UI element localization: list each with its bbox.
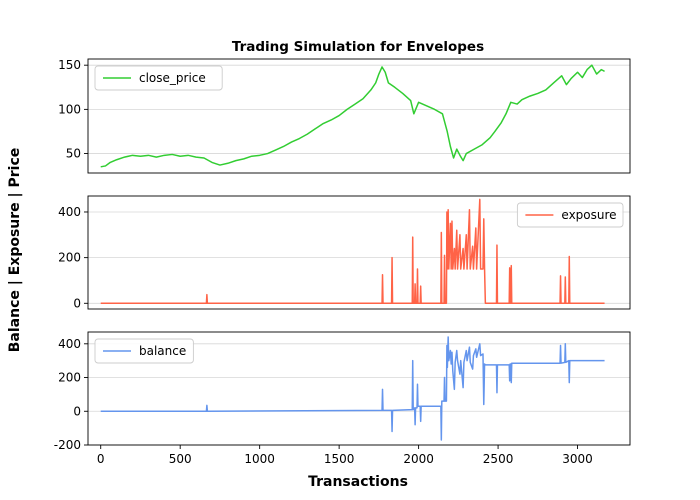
panels-group: 50 100 150 close_price 0 200 400 exposure -200 0 2… <box>54 58 631 466</box>
y-tick-label-balance-1: 0 <box>73 404 81 418</box>
x-tick-label-1: 500 <box>169 452 192 466</box>
x-tick-label-0: 0 <box>97 452 105 466</box>
axes-frame-exposure <box>87 195 631 310</box>
legend-box-close_price <box>94 65 223 91</box>
legend-exposure: exposure <box>516 202 624 228</box>
x-tick-label-4: 2000 <box>403 452 434 466</box>
legend-label-exposure: exposure <box>561 208 616 222</box>
y-tick-label-exposure-1: 200 <box>58 251 81 265</box>
panel-exposure: 0 200 400 exposure <box>58 195 631 310</box>
y-tick-label-price-1: 100 <box>58 102 81 116</box>
series-line-close_price <box>100 64 605 168</box>
series-line-exposure <box>100 198 605 305</box>
panel-price: 50 100 150 close_price <box>58 58 631 174</box>
series-line-balance <box>100 336 605 441</box>
legend-box-exposure <box>516 202 624 228</box>
y-tick-label-price-2: 150 <box>58 58 81 72</box>
y-tick-label-price-0: 50 <box>66 147 81 161</box>
chart-title: Trading Simulation for Envelopes <box>232 39 484 55</box>
legend-close_price: close_price <box>94 65 223 91</box>
legend-label-close_price: close_price <box>139 71 206 85</box>
panel-balance: -200 0 200 400 0 500 1000 1500 2000 2500 3000 balan… <box>54 331 631 466</box>
y-tick-label-exposure-2: 400 <box>58 205 81 219</box>
y-tick-label-balance-0: -200 <box>54 438 81 452</box>
x-axis-label: Transactions <box>308 474 408 490</box>
axes-frame-balance <box>87 331 631 446</box>
x-tick-label-2: 1000 <box>244 452 275 466</box>
x-tick-label-3: 1500 <box>324 452 355 466</box>
legend-box-balance <box>94 338 194 364</box>
x-tick-label-6: 3000 <box>562 452 593 466</box>
y-tick-label-balance-3: 400 <box>58 337 81 351</box>
axes-frame-price <box>87 58 631 174</box>
y-axis-label: Balance | Exposure | Price <box>7 148 23 353</box>
y-tick-label-balance-2: 200 <box>58 371 81 385</box>
x-tick-label-5: 2500 <box>483 452 514 466</box>
legend-balance: balance <box>94 338 194 364</box>
y-tick-label-exposure-0: 0 <box>73 296 81 310</box>
legend-label-balance: balance <box>139 344 186 358</box>
